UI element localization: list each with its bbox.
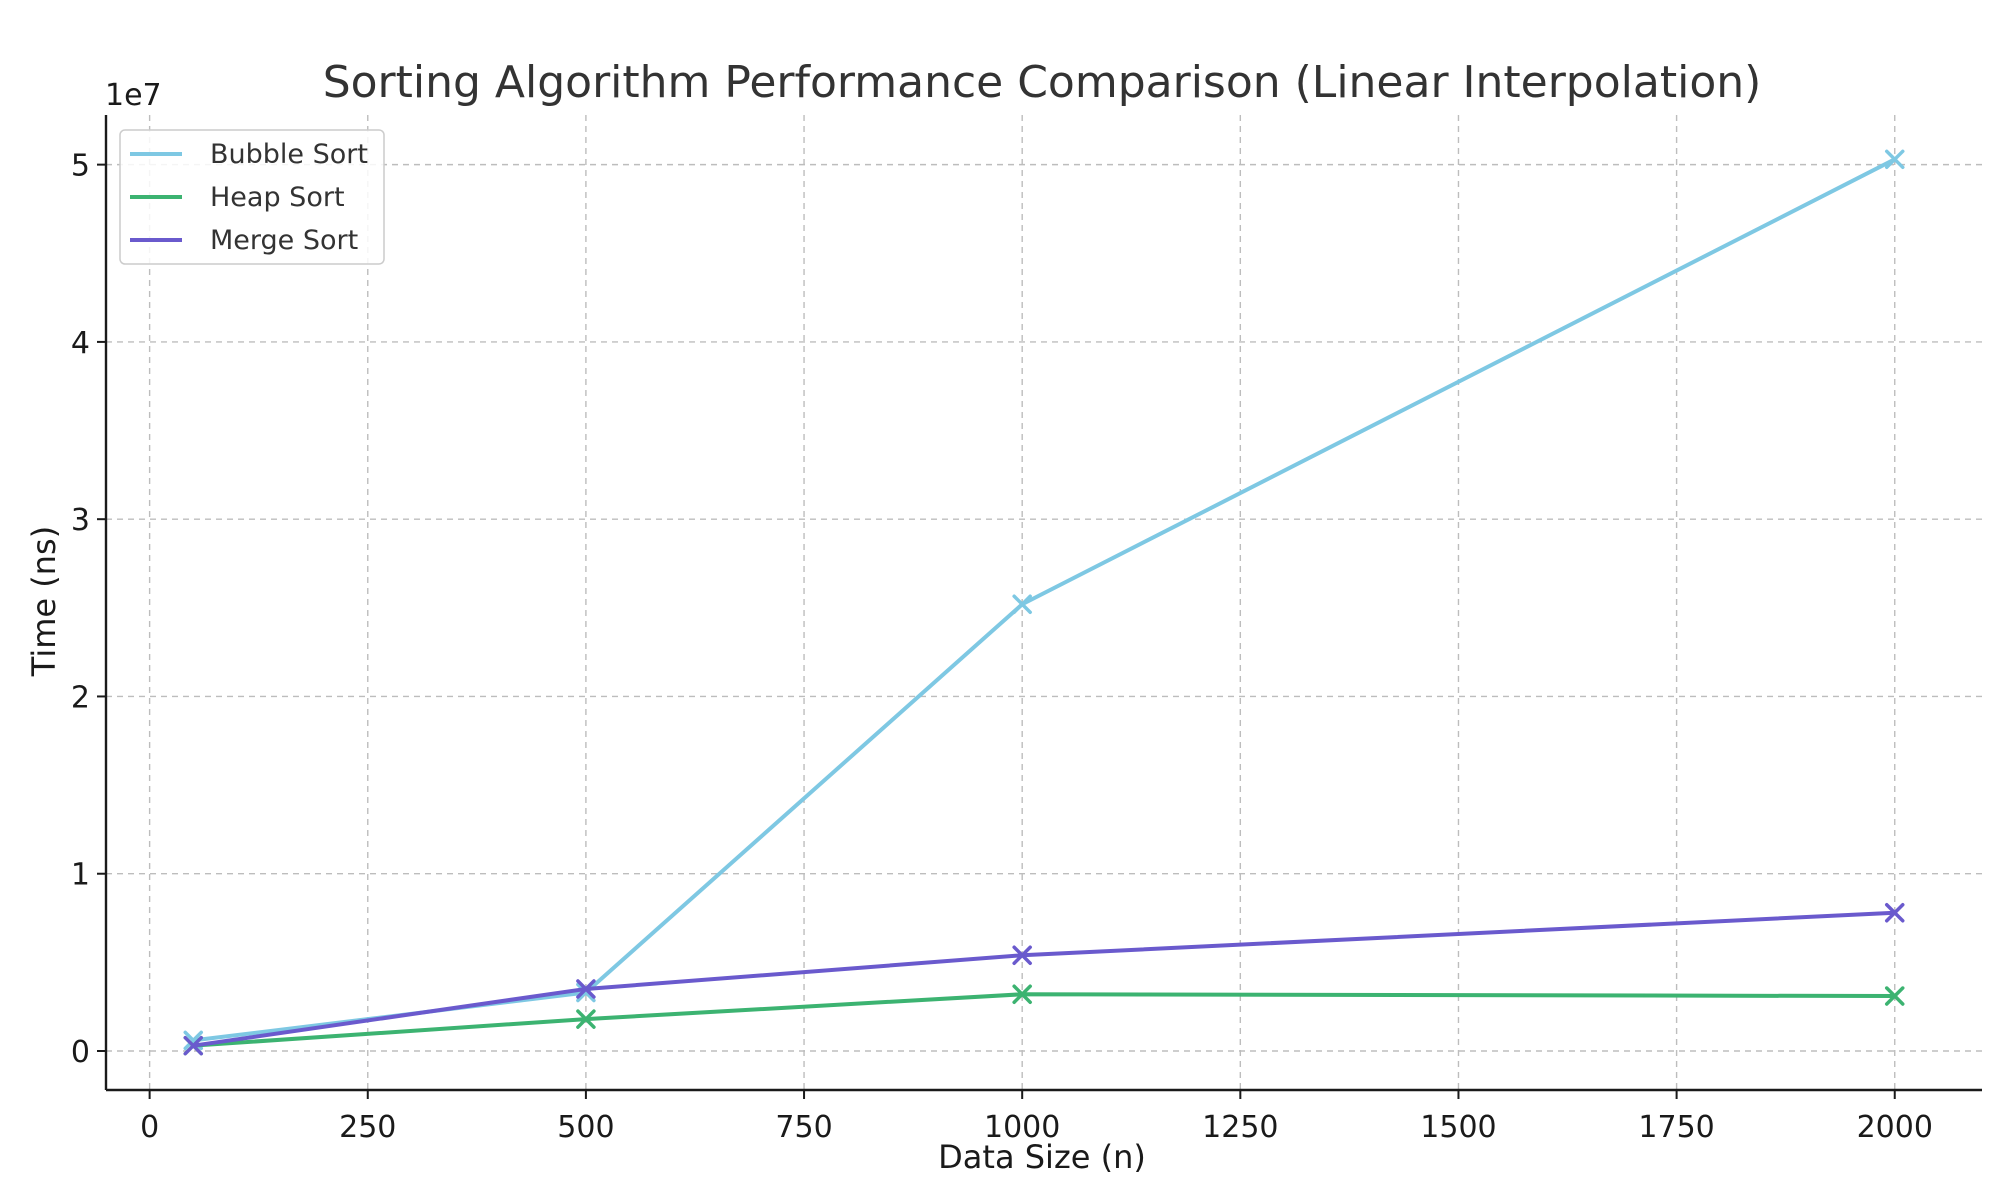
legend-box	[119, 129, 385, 265]
x-tick-label: 750	[775, 1110, 832, 1145]
x-tick-label: 1500	[1420, 1110, 1496, 1145]
y-tick-label: 2	[71, 680, 90, 715]
data-point-bubble-sort	[1012, 594, 1032, 615]
legend-item-heap-sort: Heap Sort	[130, 182, 345, 213]
data-point-heap-sort	[1012, 984, 1032, 1005]
legend: Bubble Sort Heap Sort Merge Sort	[119, 129, 385, 265]
data-point-heap-sort	[576, 1009, 596, 1029]
data-point-merge-sort	[576, 979, 596, 999]
series-merge-sort	[183, 902, 1905, 1056]
y-tick-label: 1	[71, 858, 90, 893]
data-point-merge-sort	[1884, 902, 1905, 923]
y-axis-offset-label: 1e7	[105, 78, 162, 113]
legend-item-merge-sort: Merge Sort	[130, 225, 358, 256]
y-tick-label: 5	[71, 149, 90, 184]
legend-item-bubble-sort: Bubble Sort	[130, 139, 368, 170]
x-tick-label: 2000	[1857, 1110, 1933, 1145]
x-tick-label: 0	[140, 1110, 159, 1145]
legend-label: Merge Sort	[210, 225, 358, 256]
data-point-merge-sort	[183, 1035, 204, 1056]
x-axis-label: Data Size (n)	[938, 1138, 1146, 1176]
series-line-bubble-sort	[191, 157, 1897, 1043]
legend-label: Heap Sort	[210, 182, 345, 213]
x-tick-label: 500	[557, 1110, 614, 1145]
x-tick-label: 1750	[1638, 1110, 1714, 1145]
series-group	[183, 149, 1905, 1056]
chart-title: Sorting Algorithm Performance Comparison…	[323, 57, 1762, 108]
x-tick-label: 1250	[1202, 1110, 1278, 1145]
series-line-heap-sort	[191, 992, 1897, 1048]
series-line-merge-sort	[191, 910, 1897, 1048]
y-tick-label: 4	[71, 326, 90, 361]
data-point-heap-sort	[1884, 986, 1905, 1006]
y-tick-label: 0	[71, 1035, 90, 1070]
series-heap-sort	[183, 984, 1905, 1056]
x-tick-label: 250	[339, 1110, 396, 1145]
y-tick-label: 3	[71, 503, 90, 538]
x-tick-label: 1000	[984, 1110, 1060, 1145]
series-bubble-sort	[183, 149, 1905, 1051]
grid	[106, 115, 1982, 1090]
legend-label: Bubble Sort	[210, 139, 368, 170]
y-axis-label: Time (ns)	[25, 526, 63, 677]
data-point-merge-sort	[1012, 945, 1032, 966]
data-point-bubble-sort	[1884, 149, 1905, 170]
axes: 0 250 500 750 1000 1250 1500 1750 2000 0 1 2 3 4 5	[71, 115, 1982, 1145]
